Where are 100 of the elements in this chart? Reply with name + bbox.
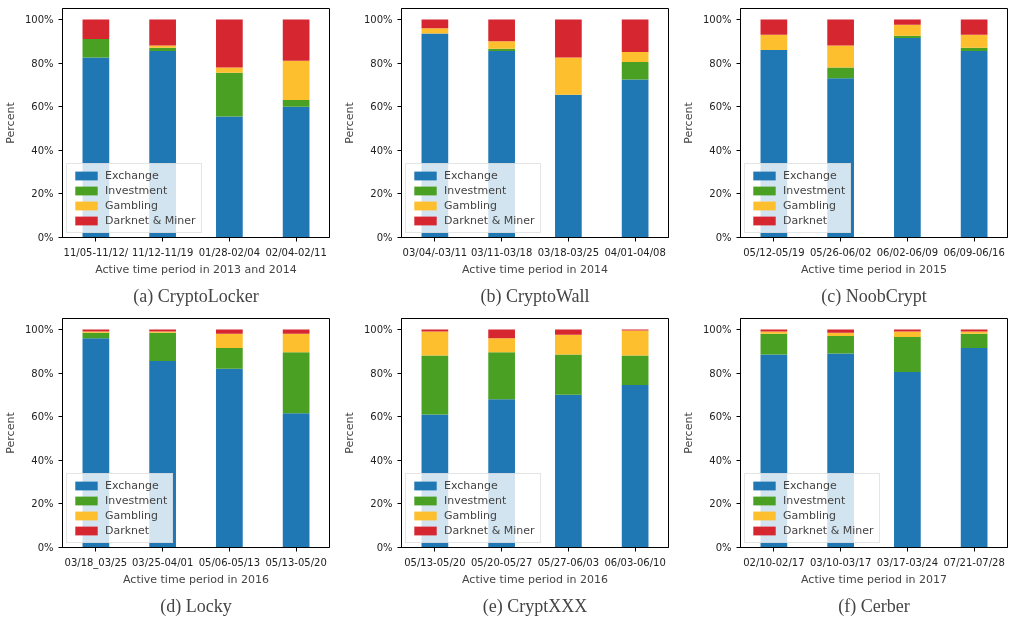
x-tick-label: 03/10-03/17 bbox=[810, 556, 872, 568]
x-tick-label: 06/03-06/10 bbox=[604, 556, 666, 568]
y-tick-label: 0% bbox=[715, 542, 732, 553]
y-axis-title: Percent bbox=[342, 101, 356, 144]
y-tick-label: 40% bbox=[31, 144, 54, 156]
y-tick-label: 20% bbox=[31, 498, 54, 510]
y-tick-label: 0% bbox=[37, 542, 54, 553]
legend-label: Investment bbox=[783, 184, 846, 197]
text: (d) Locky bbox=[160, 595, 232, 617]
y-tick-label: 100% bbox=[363, 323, 393, 335]
legend-label: Exchange bbox=[105, 479, 159, 492]
y-tick-label: 100% bbox=[363, 13, 393, 25]
y-tick-label: 60% bbox=[370, 411, 393, 423]
y-tick-label: 80% bbox=[370, 367, 393, 379]
x-tick-label: 05/12-05/19 bbox=[743, 246, 805, 258]
x-tick-label: 11/05-11/12/ bbox=[63, 246, 129, 258]
legend-label: Darknet & Miner bbox=[783, 524, 874, 537]
legend-label: Investment bbox=[105, 494, 168, 507]
legend-label: Gambling bbox=[444, 199, 498, 212]
y-tick-label: 0% bbox=[376, 542, 393, 553]
y-tick-label: 0% bbox=[37, 232, 54, 243]
y-tick-label: 80% bbox=[31, 367, 54, 379]
x-tick-label: 03/17-03/24 bbox=[876, 556, 938, 568]
y-axis-title: Percent bbox=[3, 101, 17, 144]
legend-label: Gambling bbox=[105, 199, 159, 212]
y-tick-label: 20% bbox=[370, 188, 393, 200]
x-tick-label: 05/06-05/13 bbox=[198, 556, 260, 568]
y-tick-label: 100% bbox=[702, 13, 732, 25]
y-tick-label: 20% bbox=[709, 188, 732, 200]
y-tick-label: 20% bbox=[370, 498, 393, 510]
y-tick-label: 100% bbox=[24, 13, 54, 25]
y-tick-label: 40% bbox=[709, 144, 732, 156]
x-tick-label: 05/13-05/20 bbox=[265, 556, 327, 568]
legend-label: Investment bbox=[783, 494, 846, 507]
legend-label: Investment bbox=[444, 184, 507, 197]
y-tick-label: 100% bbox=[24, 323, 54, 335]
y-tick-label: 60% bbox=[709, 101, 732, 113]
y-tick-label: 80% bbox=[31, 57, 54, 69]
x-tick-label: 02/10-02/17 bbox=[743, 556, 805, 568]
x-tick-label: 05/20-05/27 bbox=[471, 556, 533, 568]
x-tick-label: 04/01-04/08 bbox=[604, 246, 666, 258]
x-tick-label: 03/04/-03/11 bbox=[402, 246, 468, 258]
y-tick-label: 100% bbox=[702, 323, 732, 335]
y-tick-label: 40% bbox=[370, 454, 393, 466]
x-tick-label: 03/18-03/25 bbox=[537, 246, 599, 258]
x-tick-label: 02/04-02/11 bbox=[265, 246, 327, 258]
x-tick-label: 03/18_03/25 bbox=[64, 556, 128, 569]
legend-label: Darknet & Miner bbox=[444, 524, 535, 537]
legend-label: Gambling bbox=[444, 509, 498, 522]
y-tick-label: 40% bbox=[709, 454, 732, 466]
legend-label: Darknet bbox=[783, 214, 828, 227]
text: (f) Cerber bbox=[838, 595, 910, 617]
x-tick-label: 03/25-04/01 bbox=[132, 556, 194, 568]
y-tick-label: 20% bbox=[709, 498, 732, 510]
y-tick-label: 80% bbox=[709, 57, 732, 69]
y-axis-title: Percent bbox=[681, 101, 695, 144]
x-axis-title: Active time period in 2016 bbox=[462, 572, 608, 586]
legend-label: Gambling bbox=[783, 509, 837, 522]
x-tick-label: 05/26-06/02 bbox=[810, 246, 872, 258]
x-axis-title: Active time period in 2015 bbox=[801, 262, 947, 276]
legend-label: Investment bbox=[444, 494, 507, 507]
x-tick-label: 06/09-06/16 bbox=[943, 246, 1005, 258]
legend-label: Gambling bbox=[783, 199, 837, 212]
legend-label: Darknet & Miner bbox=[444, 214, 535, 227]
y-axis-title: Percent bbox=[3, 411, 17, 454]
legend-label: Exchange bbox=[444, 169, 498, 182]
text: (b) CryptoWall bbox=[480, 285, 590, 307]
y-tick-label: 60% bbox=[31, 411, 54, 423]
legend-label: Exchange bbox=[105, 169, 159, 182]
y-tick-label: 40% bbox=[370, 144, 393, 156]
y-tick-label: 60% bbox=[370, 101, 393, 113]
legend-label: Darknet bbox=[105, 524, 150, 537]
y-tick-label: 60% bbox=[709, 411, 732, 423]
y-tick-label: 60% bbox=[31, 101, 54, 113]
x-tick-label: 01/28-02/04 bbox=[198, 246, 260, 258]
x-tick-label: 05/27-06/03 bbox=[537, 556, 599, 568]
x-tick-label: 06/02-06/09 bbox=[876, 246, 938, 258]
text: (e) CryptXXX bbox=[482, 595, 588, 617]
legend-label: Investment bbox=[105, 184, 168, 197]
y-tick-label: 0% bbox=[715, 232, 732, 243]
legend-label: Gambling bbox=[105, 509, 159, 522]
y-tick-label: 80% bbox=[709, 367, 732, 379]
x-axis-title: Active time period in 2013 and 2014 bbox=[95, 262, 297, 276]
legend-label: Darknet & Miner bbox=[105, 214, 196, 227]
legend-label: Exchange bbox=[783, 169, 837, 182]
x-tick-label: 07/21-07/28 bbox=[943, 556, 1005, 568]
y-axis-title: Percent bbox=[681, 411, 695, 454]
legend-label: Exchange bbox=[444, 479, 498, 492]
x-tick-label: 11/12-11/19 bbox=[132, 246, 194, 258]
x-axis-title: Active time period in 2016 bbox=[123, 572, 269, 586]
text: (a) CryptoLocker bbox=[133, 285, 259, 307]
text: (c) NoobCrypt bbox=[821, 285, 927, 307]
y-axis-title: Percent bbox=[342, 411, 356, 454]
x-tick-label: 05/13-05/20 bbox=[404, 556, 466, 568]
x-tick-label: 03/11-03/18 bbox=[471, 246, 533, 258]
legend-label: Exchange bbox=[783, 479, 837, 492]
x-axis-title: Active time period in 2017 bbox=[801, 572, 947, 586]
y-tick-label: 40% bbox=[31, 454, 54, 466]
x-axis-title: Active time period in 2014 bbox=[462, 262, 608, 276]
y-tick-label: 0% bbox=[376, 232, 393, 243]
